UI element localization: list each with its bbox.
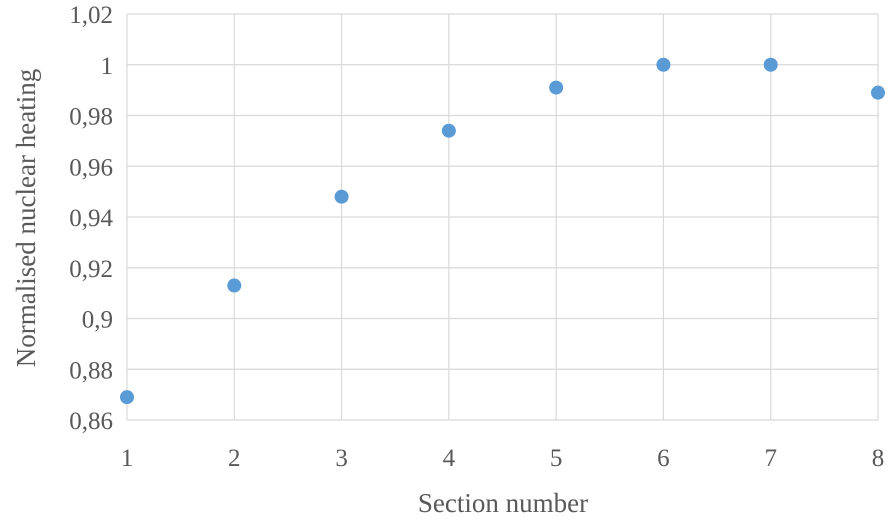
data-point [656,57,671,72]
x-axis-tick-labels: 1 2 3 4 5 6 7 8 [121,445,885,472]
y-axis-title: Normalised nuclear heating [11,69,41,367]
data-point [334,189,349,204]
data-point [549,80,564,95]
x-tick-label: 3 [335,445,348,472]
y-tick-label: 1,02 [69,2,113,29]
data-point [871,85,885,100]
data-point [441,123,456,138]
x-tick-label: 7 [764,445,777,472]
y-axis-tick-labels: 0,86 0,88 0,9 0,92 0,94 0,96 0,98 1 1,02 [69,2,113,435]
x-tick-label: 1 [121,445,134,472]
y-tick-label: 0,94 [69,205,113,232]
x-tick-label: 5 [550,445,563,472]
data-point [227,278,242,293]
y-tick-label: 0,98 [69,104,113,131]
y-tick-label: 0,92 [69,256,113,283]
data-point [120,390,134,405]
y-tick-label: 1 [101,53,114,80]
y-tick-label: 0,96 [69,154,113,181]
y-tick-label: 0,88 [69,357,113,384]
data-point [763,57,778,72]
x-tick-label: 2 [228,445,241,472]
x-tick-label: 6 [657,445,670,472]
grid [126,13,879,421]
y-tick-label: 0,86 [69,408,113,435]
x-tick-label: 8 [872,445,885,472]
x-tick-label: 4 [443,445,456,472]
x-axis-title: Section number [418,488,588,518]
y-tick-label: 0,9 [82,307,113,334]
data-points [120,57,885,405]
